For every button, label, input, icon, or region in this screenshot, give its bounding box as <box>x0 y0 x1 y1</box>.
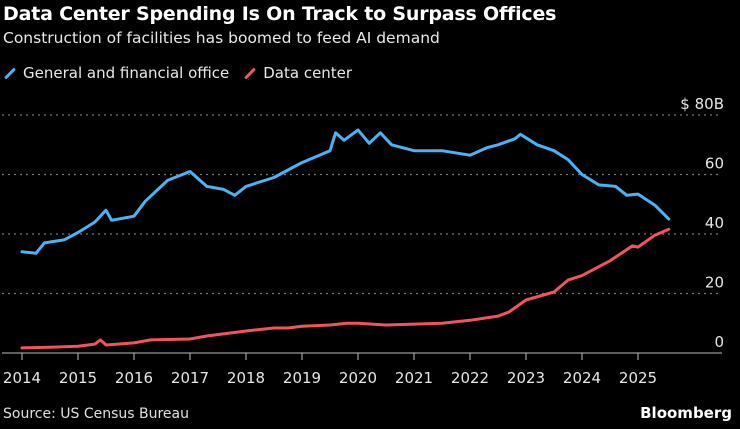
x-tick-label: 2024 <box>563 369 601 387</box>
x-tick-label: 2016 <box>115 369 153 387</box>
x-tick-label: 2018 <box>227 369 265 387</box>
series-line-data-center <box>20 227 671 350</box>
x-tick-label: 2025 <box>619 369 657 387</box>
x-tick-label: 2015 <box>59 369 97 387</box>
x-tick-label: 2017 <box>171 369 209 387</box>
legend: General and financial office Data center <box>3 64 352 82</box>
legend-label-data-center: Data center <box>263 64 353 82</box>
y-tick-label: 0 <box>714 333 724 351</box>
legend-item-office: General and financial office <box>3 64 229 82</box>
x-tick-label: 2023 <box>507 369 545 387</box>
source-note: Source: US Census Bureau <box>3 406 189 422</box>
legend-item-data-center: Data center <box>243 64 352 82</box>
y-tick-label: 20 <box>705 274 724 292</box>
legend-label-office: General and financial office <box>23 64 230 82</box>
chart-subtitle: Construction of facilities has boomed to… <box>3 29 440 47</box>
chart-title: Data Center Spending Is On Track to Surp… <box>3 3 557 25</box>
y-tick-label: $ 80B <box>680 95 724 113</box>
x-tick-label: 2014 <box>3 369 41 387</box>
y-tick-label: 60 <box>705 155 724 173</box>
line-chart: $ 80B 60 40 20 0 2014 2015 2016 2017 2018 2019 2020… <box>2 95 724 387</box>
series-line-office <box>20 128 671 255</box>
x-tick-label: 2021 <box>395 369 433 387</box>
x-tick-label: 2020 <box>339 369 377 387</box>
y-tick-label: 40 <box>705 214 724 232</box>
bloomberg-logo: Bloomberg <box>640 404 732 422</box>
x-tick-label: 2022 <box>451 369 489 387</box>
x-tick-label: 2019 <box>283 369 321 387</box>
